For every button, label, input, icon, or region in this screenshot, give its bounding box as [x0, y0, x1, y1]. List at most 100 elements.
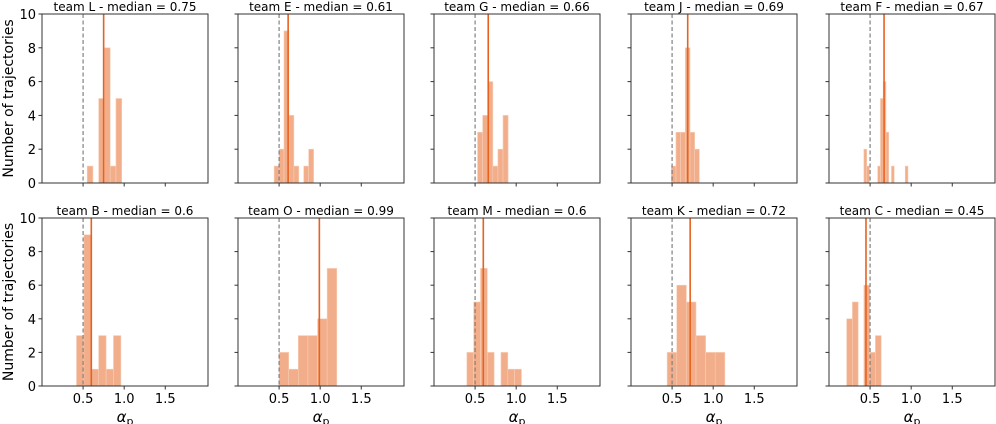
x-tick-label: 0.5 [73, 392, 94, 407]
x-axis-label: αp [117, 408, 134, 424]
x-tick-label: 0.5 [662, 392, 683, 407]
y-tick-label: 4 [28, 313, 36, 328]
panel-title: team G - median = 0.66 [444, 0, 590, 14]
y-tick-label: 8 [28, 42, 36, 57]
panel-title: team F - median = 0.67 [840, 0, 983, 14]
histogram-bar [273, 165, 280, 184]
y-tick-label: 6 [28, 279, 36, 294]
histogram-bar [477, 132, 483, 184]
y-tick-label: 0 [28, 177, 36, 192]
x-tick-label: 1.5 [351, 392, 372, 407]
histogram-bar [113, 335, 122, 387]
histogram-bar [875, 335, 882, 387]
histogram-bar [303, 165, 309, 184]
panel-title: team J - median = 0.69 [644, 0, 784, 14]
histogram-bar [104, 47, 111, 184]
histogram-bar [98, 335, 107, 387]
y-tick-label: 10 [19, 8, 36, 23]
histogram-bar [288, 368, 299, 387]
axes-frame [237, 217, 405, 387]
axes-frame [433, 13, 601, 184]
x-tick-label: 1.5 [155, 392, 176, 407]
histogram-bar [278, 148, 285, 184]
histogram-bar [904, 165, 909, 184]
histogram-bar [326, 268, 338, 387]
axes-frame [433, 217, 601, 387]
histogram-bar [86, 165, 94, 184]
x-tick-label: 1.0 [901, 392, 922, 407]
histogram-bar [680, 132, 686, 184]
histogram-bar [705, 352, 716, 387]
histogram-bar [109, 165, 117, 184]
histogram-bar [863, 148, 867, 184]
axes-frame [41, 13, 209, 184]
histogram-bar [676, 284, 687, 387]
histogram-bar [293, 165, 300, 184]
histogram-bar [307, 335, 318, 387]
histogram-bar [278, 352, 290, 387]
panel-2: team G - median = 0.66 [430, 0, 601, 187]
histogram-bar [846, 318, 853, 387]
panel-title: team L - median = 0.75 [54, 0, 197, 14]
x-tick-label: 1.0 [703, 392, 724, 407]
panel-4: team F - median = 0.67 [825, 0, 996, 187]
panel-1: team E - median = 0.61 [234, 0, 405, 187]
panel-title: team O - median = 0.99 [248, 204, 394, 218]
histogram-bar [714, 352, 726, 387]
x-axis-label: αp [706, 408, 723, 424]
histogram-bar [115, 98, 123, 184]
panel-title: team K - median = 0.72 [642, 204, 786, 218]
panel-6: team O - median = 0.99 0.5 1.0 1.5 αp [234, 204, 405, 424]
x-tick-label: 1.5 [744, 392, 765, 407]
x-tick-label: 0.5 [860, 392, 881, 407]
y-tick-label: 2 [28, 143, 36, 158]
histogram-bar [507, 368, 515, 387]
histogram-bar [487, 352, 495, 387]
histogram-bar [298, 335, 309, 387]
y-tick-label: 2 [28, 346, 36, 361]
histogram-bar [91, 368, 100, 387]
histogram-bar [492, 165, 499, 184]
histogram-bar [308, 148, 314, 184]
histogram-bar [105, 368, 114, 387]
axes-frame [41, 217, 209, 387]
y-tick-label: 0 [28, 380, 36, 395]
panel-3: team J - median = 0.69 [627, 0, 798, 187]
panel-5: team B - median = 0.6 0 2 4 6 8 10 0.5 1.0 1.5 αp N… [1, 204, 209, 424]
x-tick-label: 1.0 [114, 392, 135, 407]
histogram-bar [83, 234, 92, 387]
y-tick-label: 4 [28, 109, 36, 124]
histogram-bar [866, 165, 870, 184]
panel-title: team M - median = 0.6 [447, 204, 586, 218]
x-tick-label: 0.5 [465, 392, 486, 407]
histogram-bar [686, 301, 697, 387]
axes-frame [828, 217, 996, 387]
axes-frame [630, 13, 798, 184]
y-axis-label: Number of trajectories [1, 223, 17, 381]
histogram-bar [675, 132, 681, 184]
x-tick-label: 1.0 [310, 392, 331, 407]
histogram-bar [852, 301, 859, 387]
histogram-bar [482, 115, 489, 184]
histogram-bar [514, 368, 522, 387]
panel-title: team B - median = 0.6 [57, 204, 194, 218]
axes-frame [237, 13, 405, 184]
histogram-bar [885, 132, 890, 184]
histogram-bar [502, 115, 509, 184]
histogram-bar [863, 284, 870, 387]
histogram-bar [877, 165, 881, 184]
y-tick-label: 10 [19, 212, 36, 227]
histogram-bar [880, 98, 884, 184]
panel-7: team M - median = 0.6 0.5 1.0 1.5 αp [430, 204, 601, 424]
histogram-bar [689, 132, 695, 184]
panel-title: team E - median = 0.61 [249, 0, 393, 14]
panel-8: team K - median = 0.72 0.5 1.0 1.5 αp [627, 204, 798, 424]
y-tick-label: 8 [28, 246, 36, 261]
histogram-bar [466, 352, 474, 387]
x-tick-label: 0.5 [269, 392, 290, 407]
panel-9: team C - median = 0.45 0.5 1.0 1.5 αp [825, 204, 996, 424]
histogram-bar [695, 335, 706, 387]
